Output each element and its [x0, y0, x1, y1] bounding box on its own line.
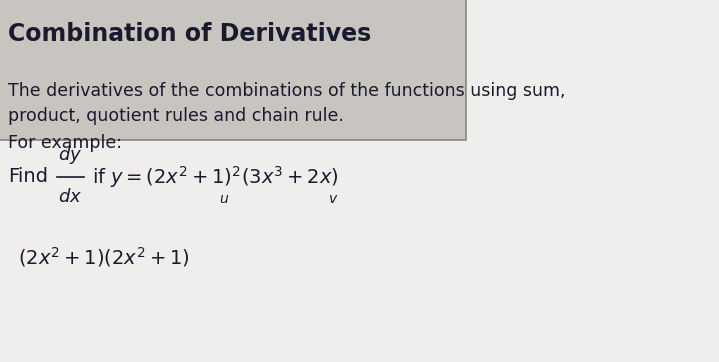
- Text: $v$: $v$: [328, 192, 339, 206]
- Text: The derivatives of the combinations of the functions using sum,: The derivatives of the combinations of t…: [8, 82, 566, 100]
- Text: Combination of Derivatives: Combination of Derivatives: [8, 22, 371, 46]
- Text: $(2x^2+1)(2x^2+1)$: $(2x^2+1)(2x^2+1)$: [18, 245, 190, 269]
- Text: product, quotient rules and chain rule.: product, quotient rules and chain rule.: [8, 107, 344, 125]
- Text: Find: Find: [8, 168, 48, 186]
- Text: $dy$: $dy$: [58, 144, 82, 166]
- Text: $u$: $u$: [219, 192, 229, 206]
- Text: $dx$: $dx$: [58, 188, 82, 206]
- Text: For example:: For example:: [8, 134, 122, 152]
- Text: if $y = (2x^2+1)^2(3x^3+2x)$: if $y = (2x^2+1)^2(3x^3+2x)$: [92, 164, 339, 190]
